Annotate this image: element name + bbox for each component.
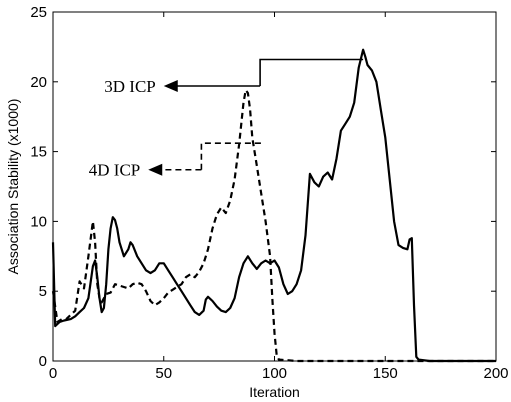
y-tick-label: 10 (30, 213, 47, 230)
y-tick-label: 5 (39, 283, 47, 300)
plot-frame (52, 11, 497, 362)
annotation-connector (200, 142, 262, 170)
annotation-layer: 3D ICP 4D ICP (89, 58, 364, 180)
annotation-connector (259, 58, 364, 86)
x-axis-label: Iteration (249, 384, 300, 400)
x-tick-label: 200 (483, 365, 508, 382)
axis-tick-labels: 0 50 100 150 200 0 5 10 15 20 25 (30, 4, 508, 382)
y-tick-label: 0 (39, 353, 47, 370)
annotation-arrow-head (148, 163, 163, 176)
axis-ticks (52, 11, 497, 362)
annotation-label: 4D ICP (89, 161, 140, 180)
x-tick-label: 150 (373, 365, 398, 382)
y-tick-label: 25 (30, 4, 47, 21)
x-tick-label: 50 (155, 365, 172, 382)
y-tick-label: 15 (30, 144, 47, 161)
series-layer (51, 48, 496, 363)
series-line-dashed (51, 89, 496, 363)
x-tick-label: 0 (49, 365, 57, 382)
annotation-label: 3D ICP (104, 77, 155, 96)
annotation-arrow-head (163, 79, 178, 92)
y-axis-label: Association Stability (x1000) (5, 99, 21, 275)
x-tick-label: 100 (262, 365, 287, 382)
series-line-solid (51, 48, 496, 363)
y-tick-label: 20 (30, 74, 47, 91)
